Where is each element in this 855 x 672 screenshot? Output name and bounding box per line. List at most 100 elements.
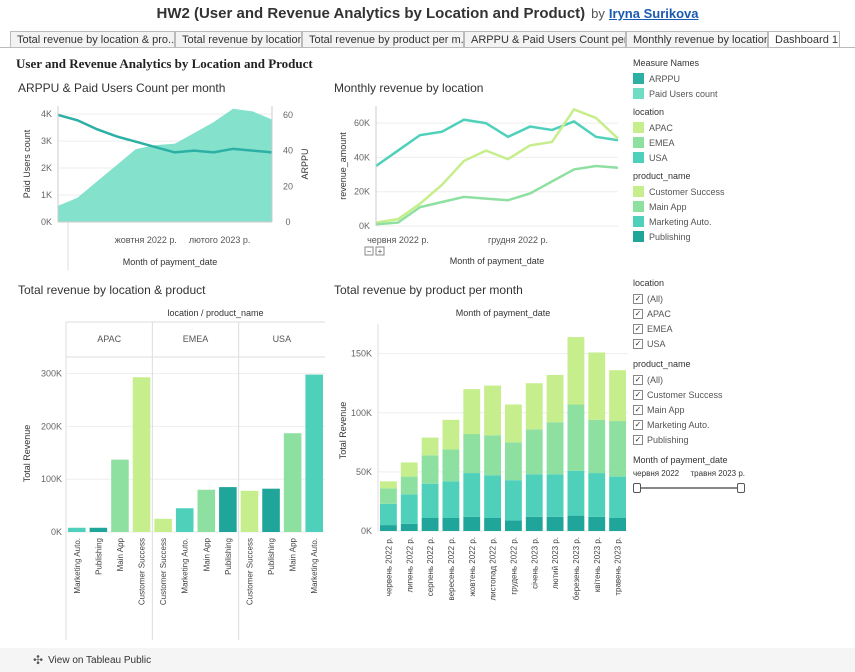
bar-segment-marketing-auto- [421,483,439,518]
x-tick-label: Customer Success [245,538,254,605]
bar-usa-customer-success [240,490,259,532]
checkbox[interactable]: ✓ [633,323,643,334]
y-axis-title: revenue_amount [338,132,348,200]
line-apac [375,107,619,224]
checkbox[interactable]: ✓ [633,389,643,400]
arppu-paid-users-chart[interactable]: 0K 1K 2K 3K 4K 0 20 40 60 жовтня 2022 р. лютого 20… [10,98,310,273]
legend-label: Customer Success [649,186,725,197]
x-tick-label: жовтня 2022 р. [115,235,177,245]
bar-segment-publishing [609,517,626,531]
bar-emea-main-app [197,489,216,532]
bar-segment-main-app [546,422,564,475]
x-tick-label: травень 2023 р. [614,537,623,596]
legend-item-customer-success[interactable]: Customer Success [633,184,843,199]
bar-segment-publishing [505,520,522,531]
product-filter-marketing-auto[interactable]: ✓ Marketing Auto. [633,417,843,432]
product-filter-main-app[interactable]: ✓ Main App [633,402,843,417]
paid-users-swatch [633,88,644,99]
bar-segment-customer-success [505,404,522,443]
main-app-swatch [633,201,644,212]
location-product-chart[interactable]: location / product_name 0K 100K 200K 300K APA… [10,300,328,645]
tab-total-revenue-location[interactable]: Total revenue by location [175,31,302,48]
arppu-chart-title: ARPPU & Paid Users Count per month [18,81,226,95]
tab-total-revenue-location-product[interactable]: Total revenue by location & pro... [10,31,175,48]
x-tick-label: Customer Success [138,538,147,605]
tab-divider [0,47,855,48]
product-filter-publishing[interactable]: ✓ Publishing [633,432,843,447]
bar-segment-marketing-auto- [609,476,626,518]
author-link[interactable]: Iryna Surikova [608,6,699,21]
checkbox[interactable]: ✓ [633,419,643,430]
x-tick-label: Marketing Auto. [310,538,319,594]
checkbox[interactable]: ✓ [633,434,643,445]
slider-handle-start[interactable] [633,483,641,493]
apac-swatch [633,122,644,133]
legend-item-usa[interactable]: USA [633,150,843,165]
legend-label: Main App [649,201,687,212]
legend-item-publishing[interactable]: Publishing [633,229,843,244]
x-tick-label: жовтень 2022 р. [468,537,477,596]
y-axis-title: Total Revenue [22,425,32,483]
checkbox[interactable]: ✓ [633,404,643,415]
checkbox[interactable]: ✓ [633,338,643,349]
checkbox[interactable]: ✓ [633,293,643,304]
checkbox[interactable]: ✓ [633,374,643,385]
slider-handle-end[interactable] [737,483,745,493]
bar-segment-publishing [442,517,460,531]
bar-apac-customer-success [132,377,151,532]
month-range-labels: червня 2022 травня 2023 р. [633,469,745,478]
legend-label: ARPPU [649,73,681,84]
monthly-revenue-chart[interactable]: 0K 20K 40K 60K червня 2022 р. грудня 2022 р. −… [330,98,625,273]
x-tick-label: Customer Success [159,538,168,605]
line-emea [375,164,619,226]
x-tick-label: Publishing [224,538,233,575]
product-filter-customer-success[interactable]: ✓ Customer Success [633,387,843,402]
location-filter-all[interactable]: ✓ (All) [633,291,843,306]
location-filter-title: location [633,278,665,288]
x-tick-label: лютий 2023 р. [551,537,560,589]
filter-label: Publishing [647,434,689,445]
legend-item-apac[interactable]: APAC [633,120,843,135]
location-filter-usa[interactable]: ✓ USA [633,336,843,351]
location-filter-apac[interactable]: ✓ APAC [633,306,843,321]
bar-segment-main-app [421,455,439,484]
legend-item-main-app[interactable]: Main App [633,199,843,214]
y-tick-label: 100K [351,408,372,418]
view-on-tableau-link[interactable]: ✣ View on Tableau Public [33,653,151,667]
x-tick-label: Publishing [267,538,276,575]
product-month-chart-title: Total revenue by product per month [334,283,523,297]
bar-segment-marketing-auto- [400,494,418,524]
month-range-slider[interactable] [633,482,745,494]
y-axis-title: Total Revenue [338,402,348,460]
x-tick-label: Main App [202,537,211,571]
y2-axis-title: ARPPU [300,148,310,179]
bar-segment-main-app [609,421,626,477]
checkbox[interactable]: ✓ [633,308,643,319]
measure-names-legend-title: Measure Names [633,58,700,68]
y-tick-label: 100K [41,474,62,484]
bar-emea-customer-success [154,518,172,532]
product-filter-title: product_name [633,359,691,369]
tab-monthly-revenue-location[interactable]: Monthly revenue by location [626,31,768,48]
legend-label: Marketing Auto. [649,216,712,227]
publishing-swatch [633,231,644,242]
tab-arppu-paid-users[interactable]: ARPPU & Paid Users Count per... [464,31,626,48]
bar-segment-marketing-auto- [463,473,481,517]
marketing-swatch [633,216,644,227]
legend-item-paid-users[interactable]: Paid Users count [633,86,843,101]
bar-segment-marketing-auto- [525,474,543,517]
y-tick-label: 0K [51,527,62,537]
tab-total-revenue-product-month[interactable]: Total revenue by product per m... [302,31,464,48]
location-filter-emea[interactable]: ✓ EMEA [633,321,843,336]
tab-dashboard-1[interactable]: Dashboard 1 [768,31,840,48]
legend-item-arppu[interactable]: ARPPU [633,71,843,86]
product-month-chart[interactable]: Month of payment_date 0K 50K 100K 150K червен… [330,300,628,645]
bar-segment-customer-success [380,481,397,489]
usa-swatch [633,152,644,163]
legend-item-emea[interactable]: EMEA [633,135,843,150]
y-tick-label: 1K [41,190,52,200]
bar-segment-main-app [380,488,397,504]
bar-segment-customer-success [463,389,481,435]
legend-item-marketing-auto[interactable]: Marketing Auto. [633,214,843,229]
product-filter-all[interactable]: ✓ (All) [633,372,843,387]
